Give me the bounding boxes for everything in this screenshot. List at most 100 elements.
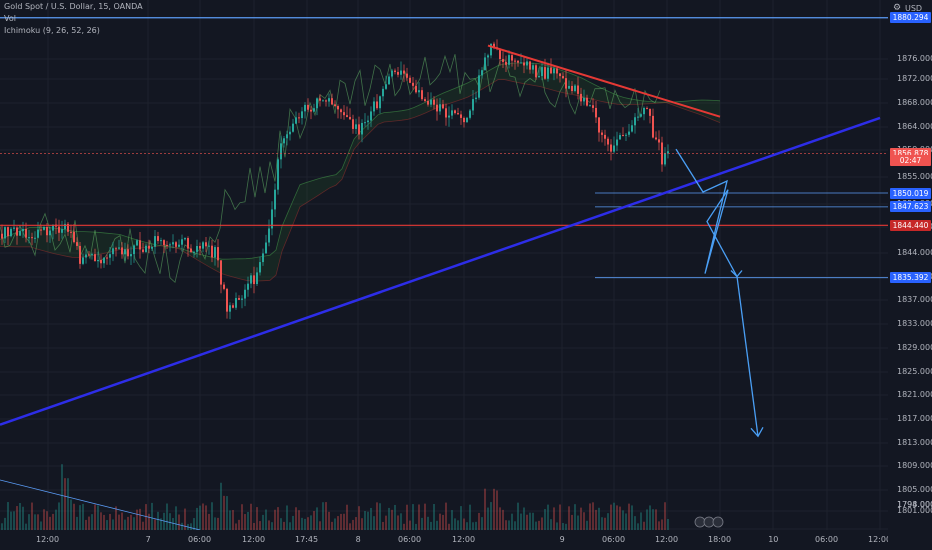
volume-bar: [544, 509, 546, 530]
volume-bar: [349, 523, 351, 530]
candle: [106, 257, 108, 259]
volume-bar: [412, 504, 414, 530]
candle: [442, 104, 444, 109]
candle: [34, 237, 36, 239]
candle: [394, 70, 396, 72]
price-axis[interactable]: 1876.0001872.0001868.0001864.0001859.000…: [888, 0, 932, 530]
ichimoku-span-b: [0, 79, 721, 282]
volume-bar: [460, 506, 462, 530]
time-tick-label: 9: [559, 535, 565, 544]
time-tick-label: 12:00: [452, 535, 476, 544]
volume-bar: [550, 519, 552, 530]
candle: [448, 115, 450, 118]
candle: [439, 104, 441, 112]
candle: [313, 108, 315, 112]
volume-bar: [640, 512, 642, 530]
volume-bar: [271, 522, 273, 530]
candle: [460, 114, 462, 118]
volume-bar: [253, 522, 255, 530]
volume-bar: [361, 518, 363, 530]
volume-bar: [238, 519, 240, 530]
volume-bar: [352, 519, 354, 530]
volume-bar: [484, 488, 486, 530]
volume-bar: [403, 523, 405, 530]
gear-icon[interactable]: ⚙: [893, 3, 902, 13]
event-flag-icon: [703, 516, 715, 528]
grid: [0, 0, 888, 530]
candle: [604, 134, 606, 139]
volume-bar: [43, 509, 45, 530]
time-tick-label: 8: [355, 535, 361, 544]
chart-area[interactable]: [0, 0, 888, 531]
time-tick-label: 10: [768, 535, 779, 544]
volume-bar: [229, 510, 231, 530]
candle: [322, 100, 324, 102]
candle: [73, 231, 75, 243]
candle: [22, 228, 24, 232]
volume-bar: [31, 502, 33, 530]
volume-bar: [34, 514, 36, 530]
volume-bar: [148, 513, 150, 530]
volume-bar: [502, 509, 504, 530]
candle: [481, 70, 483, 76]
candle: [91, 254, 93, 256]
candle: [127, 249, 129, 257]
ichimoku-label[interactable]: Ichimoku (9, 26, 52, 26): [4, 26, 100, 35]
candle: [556, 68, 558, 74]
price-badge: 1850.019: [890, 187, 931, 199]
volume-bar: [232, 510, 234, 530]
candle: [340, 109, 342, 113]
volume-bar: [472, 522, 474, 530]
candle: [430, 99, 432, 105]
candle: [520, 62, 522, 64]
price-tick-label: 1876.000: [897, 54, 932, 63]
candle: [76, 242, 78, 246]
candle: [79, 245, 81, 264]
candle: [403, 70, 405, 74]
price-tick-label: 1844.000: [897, 248, 932, 257]
volume-bar: [334, 518, 336, 530]
volume-bar: [55, 509, 57, 530]
volume-bar: [481, 517, 483, 530]
candle: [628, 131, 630, 135]
volume-bar: [340, 513, 342, 530]
candle: [316, 98, 318, 109]
candle: [178, 244, 180, 247]
volume-bar: [658, 521, 660, 530]
symbol-title[interactable]: Gold Spot / U.S. Dollar, 15, OANDA: [4, 2, 143, 11]
price-tick-label: 1829.000: [897, 343, 932, 352]
candle: [622, 135, 624, 137]
candle: [550, 67, 552, 74]
candle: [400, 70, 402, 75]
candle: [649, 108, 651, 116]
volume-bar: [133, 517, 135, 530]
price-badge: 1880.294: [890, 12, 931, 24]
volume-bar: [646, 509, 648, 530]
candle: [163, 240, 165, 245]
time-axis[interactable]: 12:00 7 06:00 12:00 17:45 8 06:00 12:00 9 06:00 12…: [0, 530, 891, 550]
candle: [580, 93, 582, 102]
candle: [268, 228, 270, 243]
volume-bar: [655, 509, 657, 530]
candle: [121, 247, 123, 255]
volume-bar: [166, 503, 168, 530]
price-chart[interactable]: [0, 0, 888, 531]
candle: [10, 228, 12, 237]
candle: [373, 101, 375, 112]
candle: [553, 68, 555, 74]
volume-bar: [625, 513, 627, 530]
volume-bar: [181, 522, 183, 530]
volume-bar: [526, 514, 528, 530]
candle: [214, 247, 216, 258]
projection-arrowhead: [750, 426, 764, 438]
candle: [541, 67, 543, 77]
candle: [472, 99, 474, 111]
candle: [7, 227, 9, 237]
candle: [652, 115, 654, 138]
candle: [646, 107, 648, 109]
candle: [382, 88, 384, 97]
volume-bar: [433, 503, 435, 530]
volume-label[interactable]: Vol: [4, 14, 16, 23]
candle: [103, 257, 105, 264]
candle: [199, 246, 201, 249]
